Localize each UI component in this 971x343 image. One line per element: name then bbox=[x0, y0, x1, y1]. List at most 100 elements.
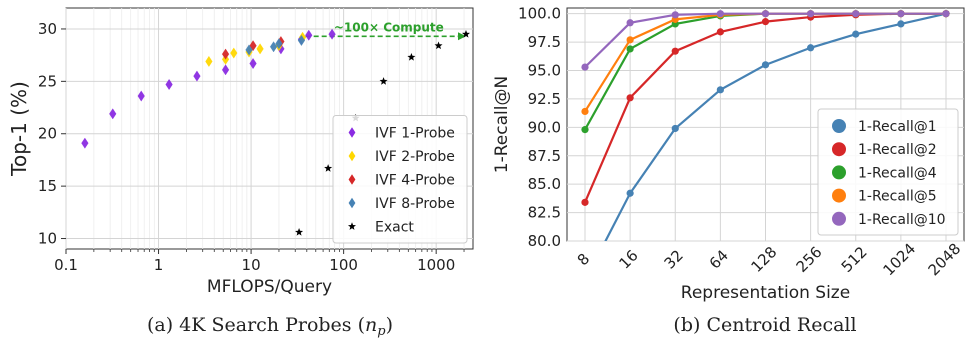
chart-a-point-ivf-8-probe bbox=[245, 44, 253, 56]
chart-a-point-ivf-1-probe bbox=[81, 137, 89, 149]
chart-b-legend-marker bbox=[832, 119, 846, 133]
chart-a-legend-label: IVF 2-Probe bbox=[375, 149, 455, 165]
chart-b-x-tick-label: 64 bbox=[706, 246, 732, 272]
chart-b-point bbox=[581, 198, 589, 206]
chart-a-point-ivf-4-probe bbox=[221, 48, 230, 60]
chart-b-legend-marker bbox=[832, 165, 846, 180]
chart-a-point-exact bbox=[324, 164, 333, 172]
chart-b-x-tick-label: 32 bbox=[661, 246, 687, 272]
chart-b-y-tick-label: 87.5 bbox=[528, 147, 561, 165]
chart-a-marks bbox=[81, 28, 470, 236]
chart-a-legend: IVF 1-Probe IVF 2-Probe IVF 4-Probe IVF 8-P… bbox=[332, 115, 468, 244]
chart-a-legend-box bbox=[332, 115, 468, 244]
chart-b-x-axis-label: Representation Size bbox=[681, 283, 850, 303]
chart-a-point-ivf-8-probe bbox=[269, 41, 278, 53]
chart-a-y-tick-label: 25 bbox=[38, 72, 57, 90]
chart-a-annotation-text: ~100× Compute bbox=[334, 20, 444, 34]
chart-b-point bbox=[807, 10, 815, 18]
chart-a-y-tick-label: 15 bbox=[38, 177, 57, 195]
chart-b-legend-label: 1-Recall@10 bbox=[858, 212, 946, 228]
chart-b-y-tick-label: 90.0 bbox=[528, 118, 561, 136]
chart-b-point bbox=[897, 10, 905, 18]
chart-b-x-tick-label: 256 bbox=[793, 243, 826, 276]
chart-b-x-tick-label: 128 bbox=[747, 243, 780, 276]
chart-a-x-tick-label: 100 bbox=[329, 256, 358, 274]
chart-b-y-tick-label: 95.0 bbox=[528, 62, 561, 80]
chart-a-point-ivf-1-probe bbox=[249, 58, 257, 70]
chart-a-legend-label: IVF 1-Probe bbox=[375, 126, 455, 142]
chart-a-point-ivf-8-probe bbox=[275, 38, 283, 50]
chart-a-point-ivf-1-probe bbox=[165, 79, 173, 90]
chart-a-caption: (a) 4K Search Probes (np) bbox=[147, 314, 393, 339]
chart-a-x-axis-label: MFLOPS/Query bbox=[207, 277, 332, 297]
chart-b-x-tick-label: 512 bbox=[838, 243, 871, 276]
chart-a-x-tick-label: 0.1 bbox=[54, 256, 78, 274]
chart-a-point-exact bbox=[434, 41, 443, 50]
chart-a-point-ivf-1-probe bbox=[221, 64, 230, 76]
chart-b-legend: 1-Recall@1 1-Recall@2 1-Recall@4 1-Recall@5… bbox=[817, 108, 959, 236]
chart-b-point bbox=[761, 10, 770, 18]
chart-a-point-ivf-1-probe bbox=[109, 108, 117, 120]
chart-b-legend-marker bbox=[832, 211, 846, 226]
chart-a-point-exact bbox=[379, 77, 388, 85]
chart-a-point-ivf-2-probe bbox=[205, 55, 213, 67]
chart-a-point-ivf-1-probe bbox=[328, 28, 336, 40]
chart-b-point bbox=[581, 107, 589, 116]
chart-b-legend-marker bbox=[832, 142, 846, 157]
chart-b-point bbox=[716, 86, 724, 94]
chart-a-y-tick-label: 20 bbox=[38, 125, 57, 143]
chart-a-legend-label: Exact bbox=[375, 220, 414, 236]
chart-b-x-tick-label: 1024 bbox=[879, 240, 919, 280]
chart-b-point bbox=[716, 28, 724, 36]
chart-b-point bbox=[671, 11, 679, 19]
chart-b-point bbox=[942, 10, 950, 18]
chart-b-legend-label: 1-Recall@4 bbox=[858, 165, 937, 181]
chart-b-legend-marker bbox=[832, 188, 846, 203]
chart-b-point bbox=[581, 126, 589, 134]
chart-b-point bbox=[626, 189, 634, 197]
chart-b-point bbox=[761, 61, 770, 69]
chart-a-x-tick-label: 1000 bbox=[417, 256, 455, 274]
chart-b-x-tick-label: 16 bbox=[615, 246, 641, 272]
chart-b-point bbox=[761, 18, 770, 26]
chart-b-y-tick-label: 100.0 bbox=[518, 5, 561, 23]
chart-a-legend-marker bbox=[348, 197, 356, 209]
chart-b-legend-label: 1-Recall@2 bbox=[858, 142, 937, 158]
chart-b-caption: (b) Centroid Recall bbox=[673, 314, 856, 336]
chart-a-point-ivf-2-probe bbox=[230, 47, 238, 59]
chart-b-point bbox=[581, 277, 588, 284]
chart-a-x-tick-label: 1 bbox=[154, 256, 164, 274]
chart-a-legend-label: IVF 8-Probe bbox=[375, 196, 455, 212]
chart-b: 8 16 32 64 128 256 512 1024 2048 80.0 82.5 85.0 87.5… bbox=[492, 5, 965, 336]
chart-a-legend-marker bbox=[348, 150, 356, 162]
chart-a-y-tick-label: 10 bbox=[38, 230, 57, 248]
chart-b-x-tick-label: 8 bbox=[574, 250, 593, 269]
chart-a-point-ivf-2-probe bbox=[256, 43, 264, 55]
chart-a-legend-label: IVF 4-Probe bbox=[375, 173, 455, 189]
chart-b-point bbox=[626, 36, 634, 44]
chart-b-point bbox=[671, 124, 679, 133]
chart-b-y-tick-label: 85.0 bbox=[528, 175, 561, 193]
chart-b-y-axis-label: 1-Recall@N bbox=[492, 76, 512, 173]
chart-b-legend-label: 1-Recall@1 bbox=[858, 119, 937, 135]
chart-b-point bbox=[807, 44, 815, 52]
chart-b-y-tick-label: 97.5 bbox=[528, 33, 561, 51]
chart-a-point-ivf-1-probe bbox=[193, 70, 201, 82]
chart-b-point bbox=[852, 30, 860, 38]
chart-a-legend-marker bbox=[348, 127, 356, 138]
chart-b-point bbox=[626, 45, 634, 53]
chart-b-x-tick-label: 2048 bbox=[925, 240, 965, 280]
chart-b-point bbox=[897, 20, 905, 28]
chart-a-point-exact bbox=[462, 30, 470, 38]
chart-a-point-ivf-1-probe bbox=[137, 90, 145, 102]
chart-b-marks bbox=[581, 10, 950, 284]
chart-b-point bbox=[626, 19, 634, 27]
chart-b-y-tick-label: 80.0 bbox=[528, 232, 561, 250]
chart-a-y-tick-label: 30 bbox=[38, 20, 57, 38]
chart-b-point bbox=[852, 10, 860, 18]
chart-a-ticks: 0.1 1 10 100 1000 10 15 20 25 30 bbox=[38, 20, 465, 274]
chart-b-series-1-recall-10 bbox=[581, 10, 950, 71]
chart-b-point bbox=[671, 47, 679, 55]
chart-b-legend-label: 1-Recall@5 bbox=[858, 189, 937, 205]
